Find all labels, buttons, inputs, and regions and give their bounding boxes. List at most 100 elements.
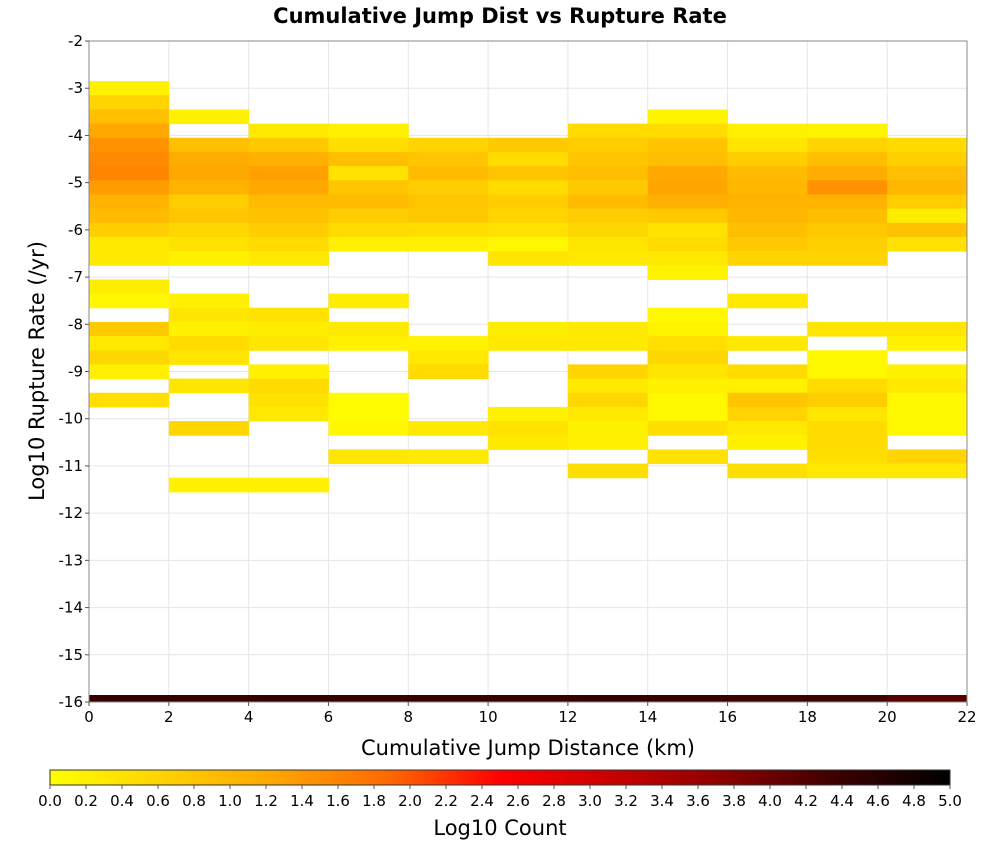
y-tick-label: -12 xyxy=(59,504,84,522)
colorbar-tick-label: 1.4 xyxy=(290,792,314,810)
colorbar-label: Log10 Count xyxy=(433,816,566,840)
heatmap-cell xyxy=(89,95,170,110)
heatmap-cell xyxy=(488,236,569,252)
heatmap-cell xyxy=(168,336,250,351)
heatmap-cell xyxy=(807,421,888,436)
y-tick-label: -5 xyxy=(68,174,83,192)
colorbar xyxy=(49,769,951,786)
heatmap-cell xyxy=(807,463,888,479)
heatmap-cell xyxy=(488,166,569,181)
heatmap-cell xyxy=(887,406,968,422)
heatmap-cell xyxy=(887,463,968,479)
heatmap-cell xyxy=(488,222,569,238)
heatmap-cell xyxy=(248,392,329,408)
colorbar-tick-label: 5.0 xyxy=(938,792,962,810)
colorbar-tick-label: 1.2 xyxy=(254,792,278,810)
heatmap-cell xyxy=(248,251,329,266)
heatmap-cell xyxy=(567,392,649,408)
colorbar-tick-label: 2.8 xyxy=(542,792,566,810)
heatmap-cell xyxy=(488,180,569,195)
x-tick-label: 6 xyxy=(324,708,334,726)
heatmap-cell xyxy=(168,208,250,224)
heatmap-cell xyxy=(807,449,888,465)
heatmap-cell xyxy=(727,435,808,450)
heatmap-cell xyxy=(168,251,250,266)
heatmap-cell xyxy=(168,307,250,323)
x-tick-label: 22 xyxy=(957,708,976,726)
heatmap-cell xyxy=(887,166,968,181)
heatmap-cell xyxy=(408,336,489,351)
heatmap-cell xyxy=(328,222,409,238)
heatmap-cell xyxy=(328,180,409,195)
heatmap-cell xyxy=(807,180,888,195)
heatmap-cell xyxy=(567,166,649,181)
heatmap-cell xyxy=(807,695,888,703)
heatmap-cell xyxy=(567,321,649,337)
heatmap-cell xyxy=(89,251,170,266)
colorbar-tick-label: 3.2 xyxy=(614,792,638,810)
heatmap-cell xyxy=(408,449,489,465)
heatmap-cell xyxy=(887,194,968,210)
heatmap-cell xyxy=(807,251,888,266)
heatmap-cell xyxy=(248,307,329,323)
heatmap-cell xyxy=(248,123,329,139)
heatmap-cell xyxy=(488,321,569,337)
colorbar-tick-label: 4.8 xyxy=(902,792,926,810)
heatmap-cell xyxy=(647,166,729,181)
heatmap-cell xyxy=(89,137,170,153)
y-tick-label: -6 xyxy=(68,221,83,239)
heatmap-cell xyxy=(328,336,409,351)
heatmap-cell xyxy=(248,222,329,238)
heatmap-cell xyxy=(567,378,649,394)
heatmap-cell xyxy=(807,406,888,422)
x-tick-label: 18 xyxy=(798,708,817,726)
heatmap-cell xyxy=(727,392,808,408)
heatmap-cell xyxy=(248,137,329,153)
x-tick-label: 12 xyxy=(558,708,577,726)
heatmap-cell xyxy=(488,208,569,224)
heatmap-cell xyxy=(727,208,808,224)
heatmap-cell xyxy=(887,151,968,167)
heatmap-cell xyxy=(727,194,808,210)
heatmap-cell xyxy=(807,151,888,167)
chart-title: Cumulative Jump Dist vs Rupture Rate xyxy=(273,4,727,28)
heatmap-cell xyxy=(727,151,808,167)
heatmap-cell xyxy=(168,421,250,436)
heatmap-cell xyxy=(727,222,808,238)
heatmap-cell xyxy=(328,695,409,703)
heatmap-cell xyxy=(727,180,808,195)
heatmap-cell xyxy=(89,222,170,238)
heatmap-cell xyxy=(408,194,489,210)
heatmap-cell xyxy=(887,236,968,252)
heatmap-cell xyxy=(89,109,170,125)
heatmap-cell xyxy=(168,293,250,309)
heatmap-cell xyxy=(89,194,170,210)
heatmap-cell xyxy=(647,208,729,224)
y-tick-label: -8 xyxy=(68,315,83,333)
heatmap-cell xyxy=(89,279,170,295)
heatmap-cell xyxy=(567,236,649,252)
heatmap-cell xyxy=(647,406,729,422)
heatmap-cell xyxy=(567,208,649,224)
colorbar-tick-label: 0.0 xyxy=(38,792,62,810)
heatmap-cell xyxy=(89,123,170,139)
heatmap-cell xyxy=(567,222,649,238)
x-tick-label: 0 xyxy=(84,708,94,726)
heatmap-cell xyxy=(567,695,649,703)
y-tick-label: -2 xyxy=(68,32,83,50)
heatmap-cell xyxy=(567,251,649,266)
heatmap-cell xyxy=(807,236,888,252)
colorbar-tick-label: 2.4 xyxy=(470,792,494,810)
heatmap-cell xyxy=(89,321,170,337)
heatmap-cell xyxy=(328,151,409,167)
heatmap-cell xyxy=(328,208,409,224)
heatmap-cell xyxy=(328,293,409,309)
heatmap-cell xyxy=(328,392,409,408)
y-tick-label: -11 xyxy=(59,457,84,475)
y-axis-label: Log10 Rupture Rate (/yr) xyxy=(25,241,49,501)
heatmap-cell xyxy=(567,406,649,422)
heatmap-cell xyxy=(807,208,888,224)
heatmap-cell xyxy=(248,336,329,351)
heatmap-cell xyxy=(647,307,729,323)
heatmap-cell xyxy=(488,421,569,436)
